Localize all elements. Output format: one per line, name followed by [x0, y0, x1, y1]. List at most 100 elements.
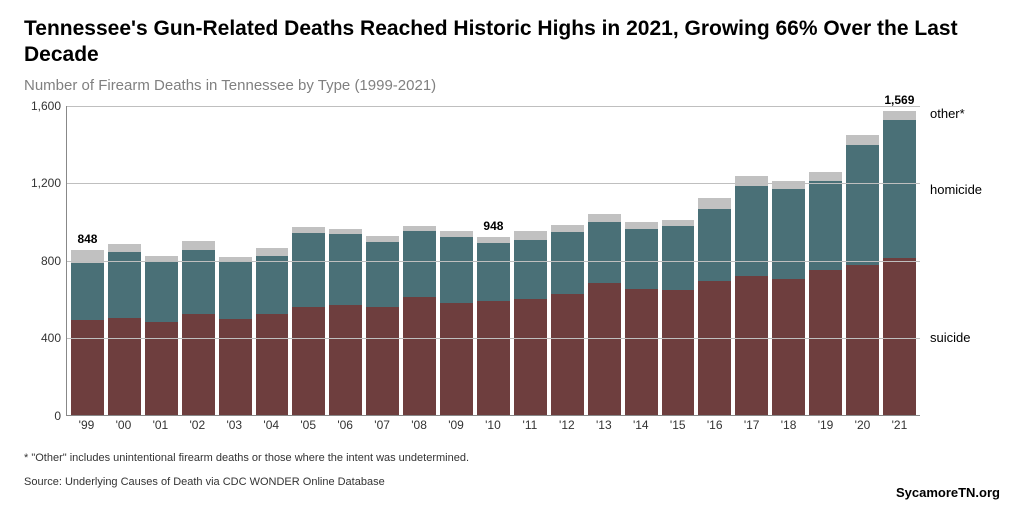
bar-segment-homicide: [182, 250, 215, 314]
bar: [662, 220, 695, 415]
bar-segment-homicide: [772, 189, 805, 279]
bar-segment-suicide: [514, 299, 547, 414]
x-tick-label: '99: [70, 418, 103, 432]
bar-segment-homicide: [883, 120, 916, 258]
gridline: [67, 106, 920, 107]
x-tick-label: '07: [366, 418, 399, 432]
x-axis: '99'00'01'02'03'04'05'06'07'08'09'10'11'…: [70, 418, 916, 432]
bar-segment-suicide: [329, 305, 362, 414]
bar-segment-homicide: [514, 240, 547, 299]
bar-segment-other: [292, 227, 325, 234]
bar-segment-suicide: [588, 283, 621, 415]
bar-segment-other: [514, 231, 547, 240]
gridline: [67, 261, 920, 262]
bar-segment-suicide: [71, 320, 104, 415]
bar-segment-homicide: [329, 234, 362, 305]
bar: [182, 241, 215, 414]
x-tick-label: '18: [772, 418, 805, 432]
gridline: [67, 183, 920, 184]
bar: [145, 256, 178, 415]
bar-segment-other: [846, 135, 879, 146]
bar-segment-homicide: [662, 226, 695, 290]
x-tick-label: '19: [809, 418, 842, 432]
bar-segment-homicide: [846, 145, 879, 265]
bar-segment-suicide: [477, 301, 510, 414]
bar-segment-other: [182, 241, 215, 250]
bar-segment-other: [698, 198, 731, 210]
series-label-homicide: homicide: [930, 182, 982, 197]
x-tick-label: '14: [624, 418, 657, 432]
bar-segment-homicide: [256, 256, 289, 314]
bar-segment-suicide: [846, 265, 879, 414]
y-tick-label: 0: [54, 409, 67, 423]
bar: [440, 231, 473, 414]
x-tick-label: '11: [513, 418, 546, 432]
footnote-source: Source: Underlying Causes of Death via C…: [24, 475, 1000, 489]
bar: [625, 222, 658, 415]
bar: [256, 248, 289, 415]
bar-segment-other: [551, 225, 584, 233]
y-tick-label: 800: [41, 254, 67, 268]
bar: 848: [71, 250, 104, 414]
x-tick-label: '12: [550, 418, 583, 432]
bar-segment-other: [588, 214, 621, 222]
series-label-suicide: suicide: [930, 330, 970, 345]
bar-segment-suicide: [292, 307, 325, 415]
bar-segment-other: [735, 176, 768, 186]
bar-callout: 948: [483, 219, 503, 233]
bar-segment-homicide: [403, 231, 436, 297]
bar-segment-suicide: [182, 314, 215, 415]
x-tick-label: '10: [476, 418, 509, 432]
bar: [772, 181, 805, 414]
chart-area: 8489481,569 04008001,2001,600 '99'00'01'…: [66, 106, 920, 441]
bar-segment-homicide: [440, 237, 473, 303]
bar-callout: 848: [77, 232, 97, 246]
series-label-other: other*: [930, 106, 965, 121]
bar-segment-homicide: [477, 243, 510, 301]
chart-subtitle: Number of Firearm Deaths in Tennessee by…: [24, 77, 1000, 94]
bar-segment-suicide: [403, 297, 436, 414]
bar-segment-suicide: [662, 290, 695, 415]
bar-segment-homicide: [219, 262, 252, 318]
bar-segment-other: [625, 222, 658, 229]
bar: [514, 231, 547, 415]
bar-segment-other: [108, 244, 141, 252]
bar-segment-suicide: [809, 270, 842, 414]
x-tick-label: '00: [107, 418, 140, 432]
brand-source: SycamoreTN.org: [896, 485, 1000, 500]
bar-segment-other: [809, 172, 842, 181]
x-tick-label: '01: [144, 418, 177, 432]
bar-segment-homicide: [625, 229, 658, 289]
footnote-other: * "Other" includes unintentional firearm…: [24, 451, 1000, 465]
bar-segment-homicide: [145, 262, 178, 322]
x-tick-label: '05: [292, 418, 325, 432]
bar: 948: [477, 237, 510, 414]
x-tick-label: '06: [329, 418, 362, 432]
series-labels: other* homicide suicide: [930, 106, 1000, 416]
bar-segment-suicide: [698, 281, 731, 415]
bar-segment-homicide: [698, 209, 731, 281]
bar: [329, 229, 362, 415]
y-tick-label: 400: [41, 331, 67, 345]
x-tick-label: '08: [403, 418, 436, 432]
bar-segment-other: [256, 248, 289, 256]
x-tick-label: '02: [181, 418, 214, 432]
x-tick-label: '17: [735, 418, 768, 432]
bar-segment-suicide: [145, 322, 178, 414]
bar-segment-homicide: [292, 233, 325, 307]
bar-segment-homicide: [366, 242, 399, 307]
y-tick-label: 1,200: [31, 176, 67, 190]
bar-callout: 1,569: [884, 93, 914, 107]
bar: [551, 225, 584, 415]
bar-segment-homicide: [551, 232, 584, 294]
bar: [735, 176, 768, 414]
bar: [698, 198, 731, 415]
bar-segment-suicide: [772, 279, 805, 415]
y-tick-label: 1,600: [31, 99, 67, 113]
bar: [846, 135, 879, 415]
bar: 1,569: [883, 111, 916, 415]
bar: [366, 236, 399, 414]
bar-segment-suicide: [108, 318, 141, 415]
bar-segment-suicide: [625, 289, 658, 415]
x-tick-label: '09: [440, 418, 473, 432]
